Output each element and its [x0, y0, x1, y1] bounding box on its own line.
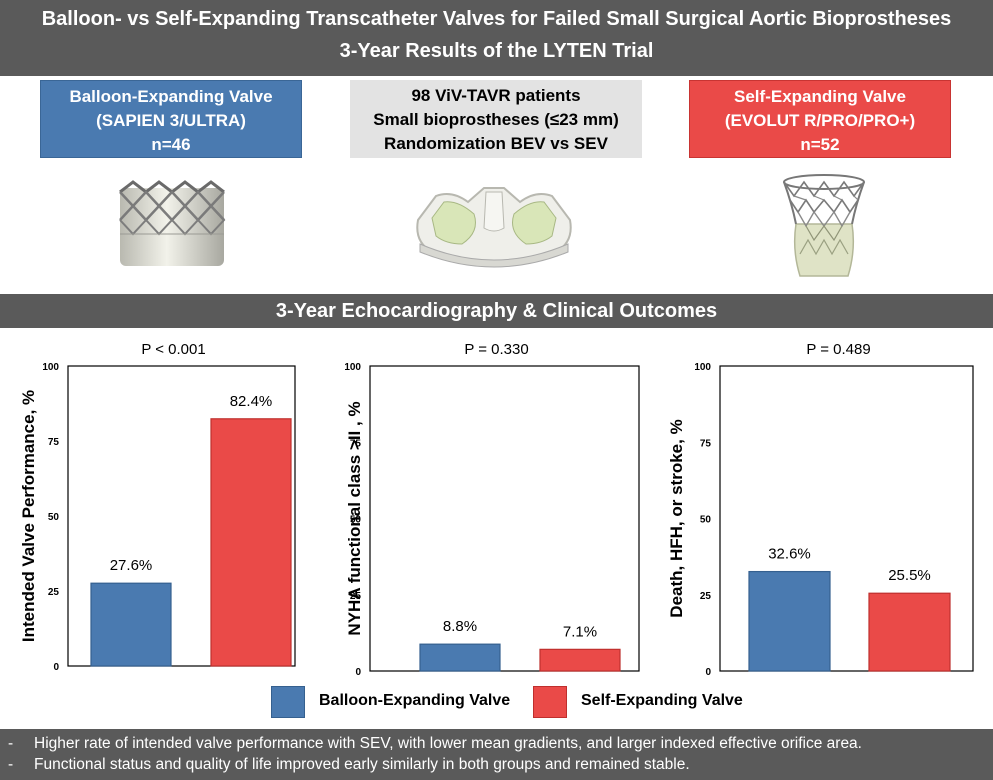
note-item: - Functional status and quality of life i… — [8, 756, 690, 774]
y-tick-label: 25 — [350, 591, 362, 602]
y-tick-label: 0 — [705, 667, 711, 678]
section-banner: 3-Year Echocardiography & Clinical Outco… — [0, 294, 993, 328]
bar-self-expanding — [539, 648, 621, 672]
bev-n: n=46 — [151, 135, 191, 154]
legend-swatch-bev — [271, 686, 305, 718]
sev-models: (EVOLUT R/PRO/PRO+) — [724, 111, 916, 130]
bev-models: (SAPIEN 3/ULTRA) — [96, 111, 246, 130]
bar-value-label: 27.6% — [110, 557, 153, 574]
note-text: Functional status and quality of life im… — [34, 756, 690, 773]
section-title: 3-Year Echocardiography & Clinical Outco… — [275, 300, 718, 322]
y-tick-label: 100 — [344, 362, 361, 373]
y-tick-label: 100 — [42, 362, 59, 373]
plot-frame — [67, 365, 296, 667]
legend-label-sev: Self-Expanding Valve — [581, 692, 743, 709]
y-axis-label: Death, HFH, or stroke, % — [667, 419, 686, 617]
subtitle: 3-Year Results of the LYTEN Trial — [339, 40, 654, 62]
bar-self-expanding — [868, 592, 951, 672]
y-tick-label: 50 — [48, 512, 60, 523]
bar-balloon-expanding — [748, 570, 831, 672]
note-text: Higher rate of intended valve performanc… — [34, 735, 862, 752]
bev-name: Balloon-Expanding Valve — [69, 87, 273, 106]
y-tick-label: 0 — [53, 662, 59, 673]
p-value-label: P = 0.330 — [464, 341, 528, 358]
note-bullet: - — [8, 756, 14, 773]
study-design-box: 98 ViV-TAVR patients Small bioprostheses… — [350, 80, 642, 158]
bar-balloon-expanding — [419, 643, 501, 672]
bev-group-box: Balloon-Expanding Valve (SAPIEN 3/ULTRA)… — [40, 80, 302, 158]
bar-balloon-expanding — [90, 582, 172, 667]
y-tick-label: 0 — [355, 667, 361, 678]
plot-frame — [719, 365, 974, 672]
bar-self-expanding — [210, 418, 292, 667]
legend-label-bev: Balloon-Expanding Valve — [319, 692, 511, 709]
note-item: - Higher rate of intended valve performan… — [8, 735, 862, 753]
title-banner: Balloon- vs Self-Expanding Transcatheter… — [0, 0, 993, 76]
bar-value-label: 7.1% — [563, 623, 597, 640]
study-bioprostheses: Small bioprostheses (≤23 mm) — [373, 110, 619, 129]
nyha-class-chart: P = 0.330 0 25 50 75 100 NYHA functional class… — [344, 341, 640, 678]
surgical-bioprosthesis-image — [416, 187, 572, 268]
bar-value-label: 32.6% — [768, 546, 811, 563]
y-tick-label: 25 — [700, 591, 712, 602]
y-tick-label: 50 — [700, 515, 712, 526]
bar-value-label: 82.4% — [230, 393, 273, 410]
bar-value-label: 8.8% — [443, 618, 477, 635]
intended-valve-performance-chart: P < 0.001 0 25 50 75 100 Intended Valve Perfor… — [19, 341, 296, 673]
p-value-label: P < 0.001 — [141, 341, 205, 358]
y-tick-label: 100 — [694, 362, 711, 373]
y-tick-label: 25 — [48, 587, 60, 598]
main-title: Balloon- vs Self-Expanding Transcatheter… — [41, 8, 952, 30]
bar-value-label: 25.5% — [888, 567, 931, 584]
y-tick-label: 75 — [350, 438, 362, 449]
sapien-valve-image — [119, 180, 226, 266]
plot-frame — [369, 365, 640, 672]
y-axis-label: Intended Valve Performance, % — [19, 390, 38, 642]
y-tick-label: 75 — [48, 437, 60, 448]
y-tick-label: 50 — [350, 515, 362, 526]
y-tick-label: 75 — [700, 438, 712, 449]
sev-n: n=52 — [800, 135, 840, 154]
y-axis-label: NYHA functional class >II , % — [345, 401, 364, 635]
study-patients: 98 ViV-TAVR patients — [411, 86, 581, 105]
sev-name: Self-Expanding Valve — [734, 87, 906, 106]
sev-group-box: Self-Expanding Valve (EVOLUT R/PRO/PRO+)… — [689, 80, 951, 158]
notes-panel: - Higher rate of intended valve performan… — [0, 729, 993, 780]
note-bullet: - — [8, 735, 14, 752]
study-randomization: Randomization BEV vs SEV — [384, 134, 608, 153]
evolut-valve-image — [783, 174, 865, 277]
death-hfh-stroke-chart: P = 0.489 0 25 50 75 100 Death, HFH, or stroke… — [667, 341, 974, 678]
legend-swatch-sev — [533, 686, 567, 718]
p-value-label: P = 0.489 — [806, 341, 870, 358]
